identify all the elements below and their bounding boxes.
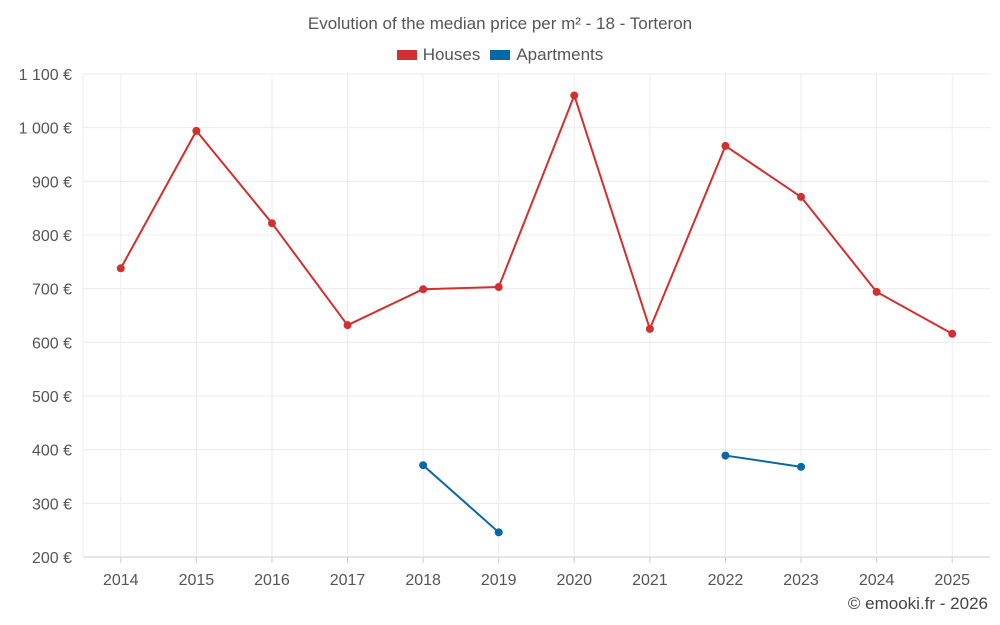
data-point-apartments xyxy=(721,451,730,460)
data-point-houses xyxy=(797,192,806,201)
y-tick-label: 1 100 € xyxy=(19,67,72,84)
y-tick-label: 900 € xyxy=(32,174,72,191)
data-point-houses xyxy=(192,126,201,135)
data-point-houses xyxy=(570,91,579,100)
x-tick-label: 2023 xyxy=(783,572,819,589)
credit-text: © emooki.fr - 2026 xyxy=(847,594,988,613)
series-line-apartments xyxy=(422,464,500,534)
chart-title: Evolution of the median price per m² - 1… xyxy=(307,14,693,33)
y-tick-label: 700 € xyxy=(32,282,72,299)
data-point-houses xyxy=(267,219,276,228)
legend-swatch-houses xyxy=(396,50,417,60)
legend-item-apartments[interactable]: Apartments xyxy=(490,45,603,65)
data-point-houses xyxy=(721,141,730,150)
x-tick-label: 2019 xyxy=(481,572,517,589)
x-tick-label: 2021 xyxy=(632,572,668,589)
data-point-houses xyxy=(872,287,881,296)
y-tick-label: 500 € xyxy=(32,389,72,406)
y-tick-label: 400 € xyxy=(32,443,72,460)
y-tick-label: 200 € xyxy=(32,550,72,567)
y-tick-label: 1 000 € xyxy=(19,121,72,138)
series-line-apartments xyxy=(725,454,802,468)
data-point-houses xyxy=(494,283,503,292)
x-tick-label: 2018 xyxy=(405,572,441,589)
grid xyxy=(82,73,990,558)
x-tick-label: 2014 xyxy=(103,572,139,589)
data-point-houses xyxy=(419,285,428,294)
y-tick-label: 600 € xyxy=(32,335,72,352)
series-line-houses xyxy=(119,94,953,335)
legend-swatch-apartments xyxy=(490,50,511,60)
data-point-houses xyxy=(343,321,352,330)
data-point-houses xyxy=(116,264,125,273)
x-tick-label: 2024 xyxy=(859,572,895,589)
data-point-apartments xyxy=(797,462,806,471)
series-lines xyxy=(119,94,953,534)
legend-label-apartments: Apartments xyxy=(516,45,604,64)
x-tick-label: 2020 xyxy=(556,572,592,589)
y-tick-label: 300 € xyxy=(32,496,72,513)
series-points xyxy=(116,91,957,537)
legend-item-houses[interactable]: Houses xyxy=(396,45,481,65)
x-tick-label: 2025 xyxy=(934,572,970,589)
data-point-houses xyxy=(645,324,654,333)
x-tick-label: 2015 xyxy=(179,572,215,589)
data-point-apartments xyxy=(419,461,428,470)
axes: 200 € 300 € 400 € 500 € 600 € 700 € 800 € 900 €… xyxy=(19,67,970,589)
data-point-apartments xyxy=(494,528,503,537)
y-tick-label: 800 € xyxy=(32,228,72,245)
data-point-houses xyxy=(948,329,957,338)
legend-label-houses: Houses xyxy=(422,45,481,64)
x-tick-label: 2017 xyxy=(330,572,366,589)
x-tick-label: 2022 xyxy=(708,572,744,589)
x-tick-label: 2016 xyxy=(254,572,290,589)
legend: Houses Apartments xyxy=(0,45,1000,65)
